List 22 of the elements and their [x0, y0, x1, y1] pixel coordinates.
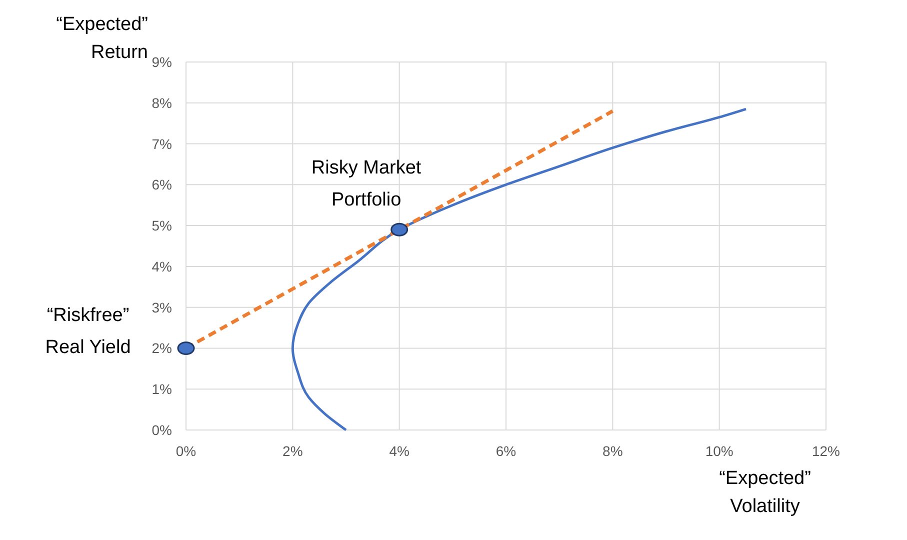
line-series — [291, 108, 748, 432]
x-tick-label: 8% — [602, 443, 623, 459]
x-tick-label: 10% — [705, 443, 734, 459]
x-tick-label: 2% — [282, 443, 303, 459]
y-tick-label: 8% — [152, 94, 172, 111]
annotation: Risky Market Portfolio — [311, 158, 422, 211]
y-tick-label: 7% — [152, 136, 172, 152]
y-tick-label: 5% — [152, 218, 172, 234]
y-axis-title: “Expected” Return — [56, 14, 148, 63]
y-tick-label: 3% — [152, 299, 172, 316]
y-tick-label: 6% — [152, 176, 172, 193]
x-tick-label: 12% — [812, 443, 840, 459]
y-tick-label: 0% — [152, 422, 172, 438]
x-axis-title: “Expected” Volatility — [719, 468, 811, 517]
x-tick-label: 6% — [496, 443, 516, 459]
y-tick-label: 9% — [152, 54, 172, 70]
x-tick-label: 0% — [176, 443, 196, 459]
y-tick-label: 1% — [152, 381, 172, 398]
y-tick-label: 2% — [152, 340, 172, 356]
y-tick-label: 4% — [152, 258, 172, 274]
annotation: “Riskfree” Real Yield — [45, 305, 131, 358]
x-tick-label: 4% — [389, 443, 410, 459]
